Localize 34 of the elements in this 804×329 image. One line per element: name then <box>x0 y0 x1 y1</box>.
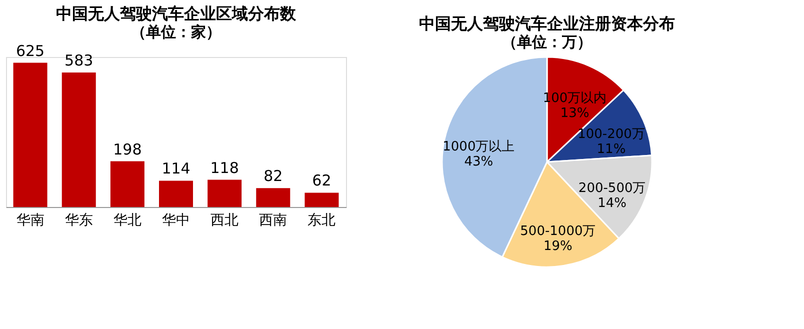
chart-subtitle: （单位：万） <box>502 33 592 51</box>
x-tick-label: 东北 <box>308 212 336 228</box>
x-tick-label: 华东 <box>64 212 93 228</box>
bar <box>208 180 242 207</box>
x-tick-label: 华南 <box>16 212 44 228</box>
data-label: 14% <box>598 196 627 211</box>
data-label: 82 <box>264 167 283 186</box>
data-label: 114 <box>162 160 190 178</box>
data-label: 118 <box>210 158 239 177</box>
data-label: 625 <box>16 42 45 60</box>
chart-title: 中国无人驾驶汽车企业注册资本分布 <box>419 14 675 33</box>
data-label: 43% <box>464 154 494 170</box>
bar <box>159 180 193 207</box>
slice-label: 100-200万 <box>578 127 645 142</box>
slice-label: 500-1000万 <box>520 224 596 240</box>
x-tick-label: 华北 <box>113 212 142 228</box>
bar <box>110 161 144 207</box>
data-label: 11% <box>596 142 626 158</box>
data-label: 198 <box>113 140 142 158</box>
chart-title: 中国无人驾驶汽车企业区域分布数 <box>56 4 297 23</box>
bar <box>62 72 96 207</box>
slice-label: 200-500万 <box>578 180 646 196</box>
data-label: 19% <box>543 239 572 254</box>
x-tick-label: 西南 <box>259 212 288 228</box>
chart-subtitle: （单位：家） <box>131 22 221 41</box>
data-label: 62 <box>312 172 332 190</box>
x-tick-label: 华中 <box>162 212 190 228</box>
data-label: 583 <box>64 51 94 70</box>
slice-label: 1000万以上 <box>442 140 515 155</box>
bar <box>13 62 48 207</box>
x-tick-label: 西北 <box>210 212 239 228</box>
data-label: 13% <box>560 106 590 121</box>
bar <box>256 188 290 207</box>
bar <box>304 192 339 207</box>
